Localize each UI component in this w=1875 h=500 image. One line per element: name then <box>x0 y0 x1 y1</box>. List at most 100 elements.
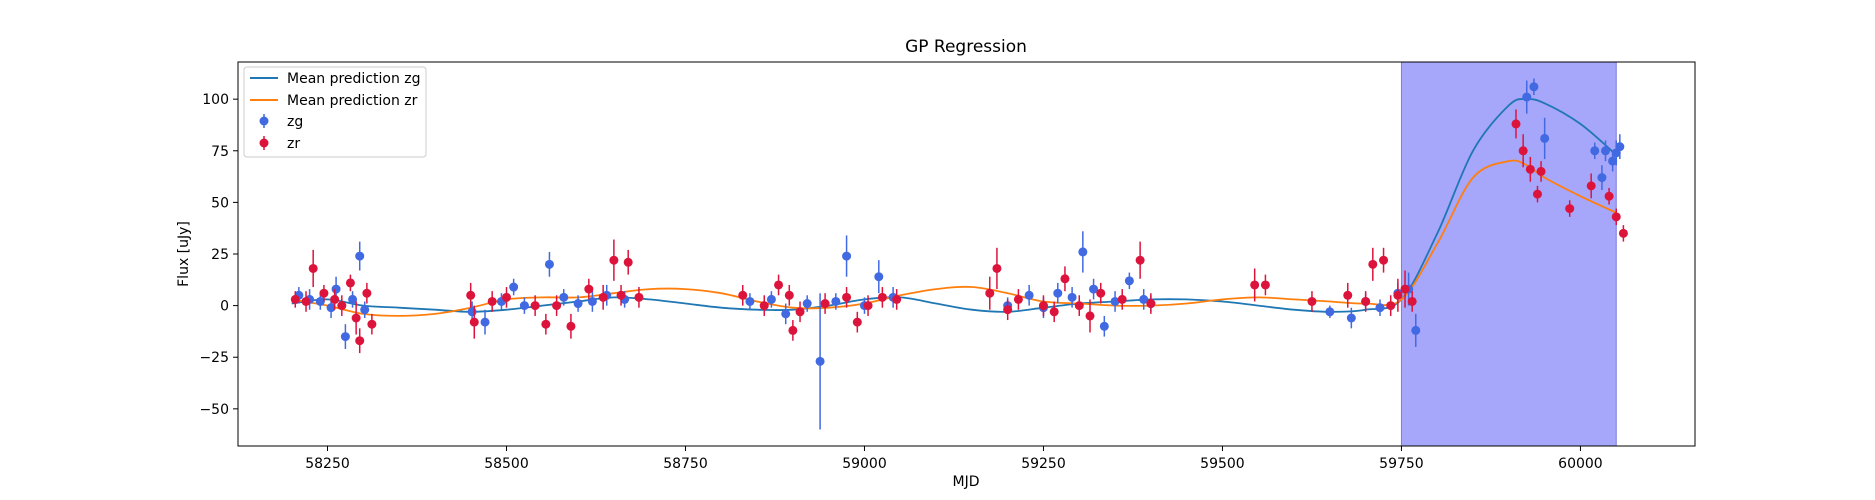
zr-point <box>609 255 619 265</box>
legend-box <box>243 66 427 158</box>
x-tick-label: 59250 <box>1021 456 1066 472</box>
x-tick-label: 58500 <box>484 456 529 472</box>
y-tick-label: 0 <box>220 299 229 315</box>
zg-point <box>1099 321 1109 331</box>
x-tick-label: 58250 <box>305 456 350 472</box>
zr-point <box>820 299 830 309</box>
zg-point <box>1522 92 1532 102</box>
y-tick-label: −50 <box>199 402 229 418</box>
chart-title: GP Regression <box>905 37 1027 57</box>
zr-point <box>1250 280 1260 290</box>
zr-point <box>1085 311 1095 321</box>
x-tick-label: 59750 <box>1379 456 1424 472</box>
y-tick-label: 50 <box>211 195 229 211</box>
zg-point <box>831 296 841 306</box>
zr-point <box>985 288 995 298</box>
zr-point <box>1260 280 1270 290</box>
zg-point <box>1529 82 1539 92</box>
zg-point <box>355 251 365 261</box>
zg-point <box>1053 288 1063 298</box>
zr-point <box>1511 119 1521 129</box>
zg-point <box>842 251 852 261</box>
y-tick-label: 25 <box>211 247 229 263</box>
zr-point <box>842 292 852 302</box>
zr-point <box>1096 288 1106 298</box>
y-tick-label: −25 <box>199 350 229 366</box>
zg-point <box>1375 303 1385 313</box>
y-axis-label: Flux [uJy] <box>176 221 192 287</box>
zr-point <box>863 301 873 311</box>
zg-point <box>1325 307 1335 317</box>
zg-point <box>331 284 341 294</box>
zr-point <box>1536 166 1546 176</box>
zr-point <box>1407 296 1417 306</box>
legend-entry-zr: zr <box>287 136 300 152</box>
zg-point <box>815 356 825 366</box>
zr-point <box>355 336 365 346</box>
zr-point <box>634 292 644 302</box>
zr-point <box>1013 294 1023 304</box>
zr-point <box>1386 301 1396 311</box>
zg-point <box>766 294 776 304</box>
zr-point <box>1604 191 1614 201</box>
zg-point <box>1540 133 1550 143</box>
zg-point <box>1346 313 1356 323</box>
zr-point <box>301 296 311 306</box>
x-tick-label: 59500 <box>1200 456 1245 472</box>
zr-point <box>1343 290 1353 300</box>
zr-point <box>1611 212 1621 222</box>
zr-point <box>566 321 576 331</box>
zr-point <box>1361 296 1371 306</box>
zg-point <box>348 294 358 304</box>
zg-point <box>559 292 569 302</box>
zr-point <box>501 292 511 302</box>
zr-point <box>1307 296 1317 306</box>
zr-point <box>1565 204 1575 214</box>
zr-points-layer <box>290 109 1628 354</box>
zr-point <box>466 290 476 300</box>
zr-point <box>623 257 633 267</box>
zg-point <box>1067 292 1077 302</box>
zg-point <box>587 296 597 306</box>
zr-point <box>1393 290 1403 300</box>
legend-entry-zg: zg <box>287 114 303 130</box>
x-axis-label: MJD <box>953 474 980 490</box>
zg-point <box>1024 290 1034 300</box>
zg-point <box>1089 284 1099 294</box>
zg-point <box>519 301 529 311</box>
zg-point <box>802 299 812 309</box>
y-tick-label: 100 <box>202 92 229 108</box>
zg-point <box>509 282 519 292</box>
zg-point <box>1110 296 1120 306</box>
zr-point <box>487 296 497 306</box>
x-tick-label: 59000 <box>842 456 887 472</box>
legend-swatch-zr-marker <box>259 138 269 148</box>
zr-point <box>738 290 748 300</box>
zr-point <box>1586 181 1596 191</box>
zr-point <box>584 284 594 294</box>
zr-point <box>1146 299 1156 309</box>
shade-layer <box>1400 61 1617 447</box>
zr-point <box>1060 274 1070 284</box>
series-line-zr <box>291 159 1617 317</box>
zg-point <box>1608 156 1618 166</box>
zr-point <box>1117 294 1127 304</box>
zr-point <box>362 288 372 298</box>
zg-point <box>1597 173 1607 183</box>
zg-point <box>781 309 791 319</box>
zr-point <box>1368 259 1378 269</box>
zr-point <box>367 319 377 329</box>
zg-point <box>874 272 884 282</box>
zr-point <box>1074 301 1084 311</box>
zg-point <box>1411 325 1421 335</box>
zr-point <box>892 294 902 304</box>
zg-point <box>467 307 477 317</box>
legend-entry-mean-zr: Mean prediction zr <box>287 93 418 109</box>
zr-point <box>552 301 562 311</box>
zg-point <box>1124 276 1134 286</box>
zr-point <box>877 292 887 302</box>
zr-point <box>1135 255 1145 265</box>
zr-point <box>530 301 540 311</box>
zg-point <box>1078 247 1088 257</box>
